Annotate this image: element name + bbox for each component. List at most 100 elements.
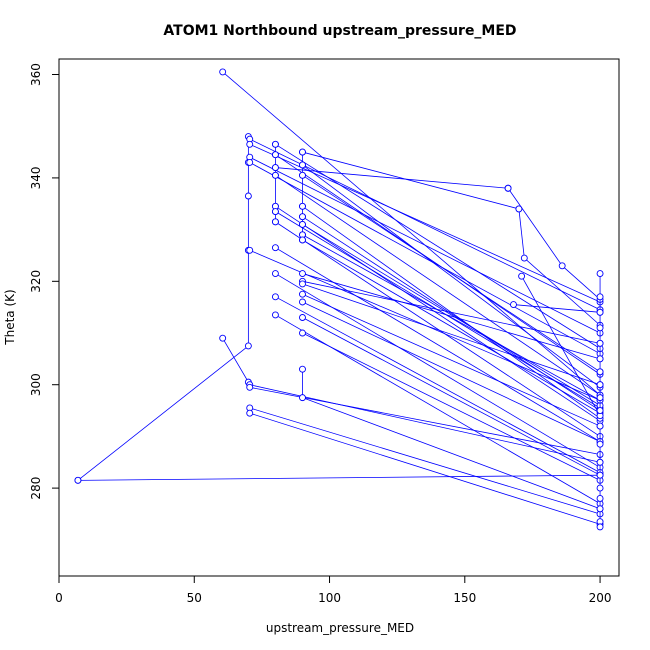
data-series bbox=[596, 422, 604, 531]
data-series bbox=[246, 158, 604, 358]
data-point bbox=[510, 301, 517, 309]
series-layer bbox=[74, 68, 604, 531]
data-point bbox=[299, 394, 306, 402]
data-series bbox=[299, 298, 604, 446]
data-series bbox=[271, 270, 604, 471]
data-series bbox=[74, 471, 604, 484]
data-series bbox=[299, 171, 604, 376]
series-line bbox=[521, 275, 601, 416]
x-tick-label: 0 bbox=[55, 591, 63, 605]
data-point bbox=[299, 270, 306, 278]
x-axis-label: upstream_pressure_MED bbox=[266, 621, 414, 635]
data-point bbox=[271, 244, 279, 252]
data-point bbox=[246, 409, 254, 417]
data-point bbox=[299, 171, 306, 179]
x-axis: 0 50 100 150 200 bbox=[55, 575, 612, 605]
series-line bbox=[249, 384, 601, 463]
data-point bbox=[504, 184, 512, 192]
x-tick-label: 50 bbox=[187, 591, 202, 605]
data-point bbox=[299, 314, 306, 321]
data-point bbox=[596, 505, 604, 513]
data-series bbox=[271, 164, 512, 192]
y-tick-label: 340 bbox=[29, 166, 43, 189]
data-point bbox=[299, 202, 306, 210]
y-tick-label: 300 bbox=[29, 373, 43, 396]
series-line bbox=[222, 337, 249, 383]
series-line bbox=[302, 332, 601, 481]
series-line bbox=[77, 136, 249, 481]
series-line bbox=[275, 314, 601, 504]
data-series bbox=[271, 244, 604, 446]
data-series bbox=[299, 213, 604, 415]
data-point bbox=[596, 381, 604, 389]
data-series bbox=[246, 404, 604, 518]
data-point bbox=[558, 262, 566, 270]
data-point bbox=[518, 272, 526, 280]
series-line bbox=[302, 293, 601, 427]
series-line bbox=[302, 174, 601, 373]
data-point bbox=[299, 148, 306, 156]
data-series bbox=[299, 236, 604, 417]
series-line bbox=[275, 221, 601, 437]
data-point bbox=[596, 458, 604, 466]
series-line bbox=[249, 138, 601, 311]
data-point bbox=[596, 394, 604, 402]
data-series bbox=[271, 140, 604, 352]
data-point bbox=[246, 246, 254, 254]
data-series bbox=[219, 334, 252, 386]
data-point bbox=[596, 407, 604, 415]
series-line bbox=[513, 304, 601, 313]
data-point bbox=[596, 495, 604, 502]
series-line bbox=[302, 164, 601, 388]
x-tick-label: 150 bbox=[453, 591, 476, 605]
data-point bbox=[520, 254, 528, 262]
data-point bbox=[219, 68, 227, 76]
y-tick-label: 360 bbox=[29, 63, 43, 86]
data-point bbox=[271, 140, 279, 148]
series-line bbox=[275, 247, 601, 442]
series-line bbox=[302, 234, 601, 401]
data-point bbox=[299, 236, 306, 244]
data-point bbox=[244, 342, 252, 350]
series-line bbox=[275, 174, 601, 396]
data-point bbox=[596, 484, 604, 492]
data-point bbox=[596, 355, 604, 363]
data-point bbox=[299, 298, 306, 306]
data-point bbox=[596, 324, 604, 332]
data-point bbox=[299, 220, 306, 228]
data-point bbox=[271, 311, 279, 319]
data-point bbox=[271, 208, 279, 215]
data-point bbox=[271, 270, 279, 278]
series-line bbox=[302, 369, 601, 510]
data-point bbox=[271, 164, 279, 172]
data-series bbox=[596, 270, 604, 415]
data-series bbox=[74, 133, 252, 484]
data-point bbox=[299, 161, 306, 169]
data-point bbox=[271, 218, 279, 226]
series-line bbox=[249, 407, 601, 515]
series-line bbox=[302, 239, 601, 414]
series-line bbox=[302, 273, 601, 360]
data-point bbox=[299, 365, 306, 373]
series-line bbox=[222, 71, 601, 396]
data-point bbox=[596, 471, 604, 479]
plot-frame bbox=[58, 58, 620, 577]
series-line bbox=[275, 296, 601, 473]
series-line bbox=[275, 143, 601, 349]
series-line bbox=[249, 386, 601, 455]
chart-title: ATOM1 Northbound upstream_pressure_MED bbox=[163, 23, 516, 39]
series-line bbox=[249, 156, 601, 334]
series-line bbox=[507, 188, 601, 300]
data-series bbox=[219, 68, 604, 399]
series-line bbox=[275, 206, 601, 422]
y-axis: 280 300 320 340 360 bbox=[29, 63, 60, 500]
data-series bbox=[518, 272, 604, 420]
x-tick-label: 200 bbox=[589, 591, 612, 605]
series-line bbox=[302, 151, 520, 210]
y-axis-label: Theta (K) bbox=[3, 289, 17, 345]
data-point bbox=[596, 523, 604, 531]
data-point bbox=[596, 293, 604, 301]
y-tick-label: 280 bbox=[29, 477, 43, 500]
data-point bbox=[74, 476, 82, 484]
series-line bbox=[249, 412, 601, 525]
